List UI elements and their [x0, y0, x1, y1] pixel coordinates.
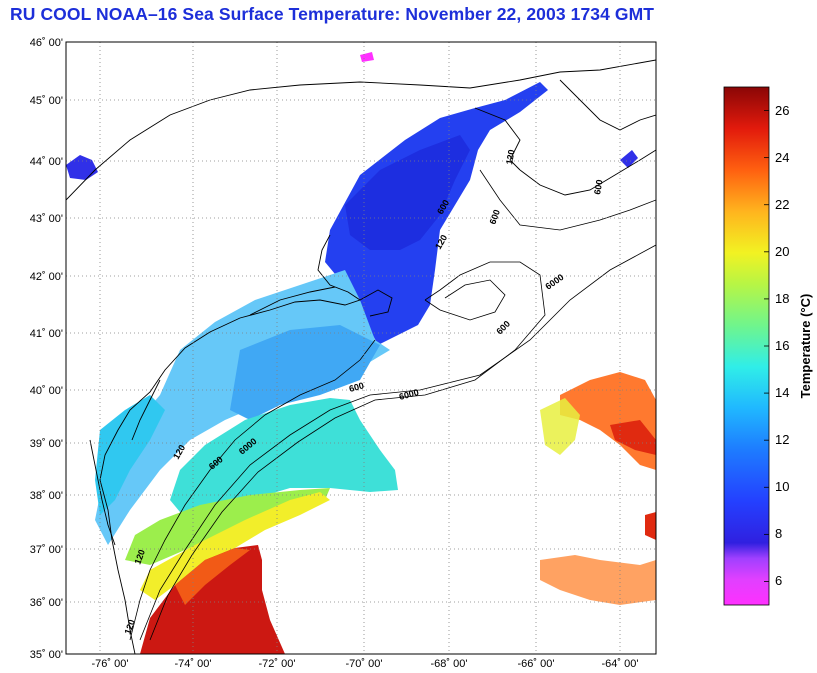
map-title: RU COOL NOAA–16 Sea Surface Temperature:… — [10, 4, 655, 24]
lat-axis: 35˚ 00' 36˚ 00' 37˚ 00' 38˚ 00' 39˚ 00' … — [30, 37, 63, 661]
sst-yellow-band — [140, 492, 330, 600]
colorbar-tick-label: 22 — [775, 197, 789, 212]
lat-tick-label: 43˚ 00' — [30, 213, 63, 225]
colorbar-tick-label: 8 — [775, 526, 782, 541]
lat-tick-label: 38˚ 00' — [30, 490, 63, 502]
sst-gulf-stream — [140, 545, 285, 654]
coastline-nova-scotia — [519, 149, 656, 196]
lat-tick-label: 44˚ 00' — [30, 156, 63, 168]
lon-axis: -76˚ 00' -74˚ 00' -72˚ 00' -70˚ 00' -68˚… — [92, 658, 639, 670]
contour-label: 120 — [132, 548, 147, 566]
colorbar-tick-label: 6 — [775, 573, 782, 588]
coastline-cape-cod — [359, 289, 393, 317]
coastline-gulf-st-lawrence — [559, 79, 656, 131]
contour-label: 600 — [592, 179, 604, 196]
contour-120 — [129, 339, 376, 641]
sst-warm-patch-southeast — [540, 555, 656, 605]
coastline-chesapeake — [89, 439, 116, 546]
colorbar-tick-label: 26 — [775, 103, 789, 118]
colorbar-tick-label: 12 — [775, 432, 789, 447]
contour-label: 120 — [504, 149, 516, 166]
contour-6000 — [139, 244, 656, 641]
lat-tick-label: 36˚ 00' — [30, 597, 63, 609]
sst-imagery — [66, 52, 656, 654]
colorbar-gradient — [723, 86, 770, 606]
lon-tick-label: -70˚ 00' — [346, 658, 383, 670]
coastline-new-england — [99, 234, 362, 654]
lat-tick-label: 41˚ 00' — [30, 328, 63, 340]
colorbar-tick-label: 16 — [775, 338, 789, 353]
lat-tick-label: 40˚ 00' — [30, 385, 63, 397]
lat-tick-label: 42˚ 00' — [30, 271, 63, 283]
contour-label: 120 — [122, 618, 137, 636]
sst-gulf-of-maine-inner — [345, 135, 470, 250]
lon-tick-label: -64˚ 00' — [602, 658, 639, 670]
contour-georges — [424, 279, 506, 321]
lat-tick-label: 39˚ 00' — [30, 438, 63, 450]
colorbar-tick-label: 14 — [775, 385, 789, 400]
coastlines — [66, 59, 656, 654]
sst-chesapeake-shelf — [95, 395, 165, 515]
sst-patch-ne — [620, 150, 638, 168]
contour-scotian — [479, 169, 656, 231]
lat-tick-label: 35˚ 00' — [30, 649, 63, 661]
sst-warm-patch-east-red — [610, 420, 656, 455]
colorbar-tick-label: 18 — [775, 291, 789, 306]
bathymetry — [129, 169, 656, 641]
sst-slope — [170, 398, 398, 518]
lon-tick-label: -76˚ 00' — [92, 658, 129, 670]
sst-yellow-patch-east — [540, 398, 580, 455]
coastline-us-east — [66, 59, 656, 201]
sst-gulf-stream-edge — [175, 548, 250, 605]
lat-tick-label: 46˚ 00' — [30, 37, 63, 49]
colorbar-tick-label: 24 — [775, 150, 789, 165]
lon-tick-label: -66˚ 00' — [518, 658, 555, 670]
coastline-nova-scotia-south — [474, 107, 521, 171]
contour-600 — [149, 261, 546, 641]
colorbar-ticks — [764, 110, 769, 582]
lon-tick-label: -74˚ 00' — [175, 658, 212, 670]
contour-label: 600 — [348, 380, 365, 394]
sst-shelf-outer — [230, 325, 380, 420]
sst-red-patch-southeast — [645, 512, 656, 540]
lon-tick-label: -72˚ 00' — [259, 658, 296, 670]
lon-tick-label: -68˚ 00' — [431, 658, 468, 670]
lat-tick-label: 37˚ 00' — [30, 544, 63, 556]
colorbar-title: Temperature (°C) — [798, 294, 813, 399]
colorbar-tick-label: 20 — [775, 244, 789, 259]
coastline-long-island — [249, 286, 336, 316]
colorbar-tick-label: 10 — [775, 479, 789, 494]
colorbar-labels: 6 8 10 12 14 16 18 20 22 24 26 — [775, 103, 789, 588]
sst-patch-magenta — [360, 52, 374, 62]
contour-label: 600 — [487, 208, 502, 226]
colorbar: 6 8 10 12 14 16 18 20 22 24 26 Temperatu… — [723, 86, 813, 606]
map-frame — [65, 41, 657, 655]
lat-tick-label: 45˚ 00' — [30, 95, 63, 107]
